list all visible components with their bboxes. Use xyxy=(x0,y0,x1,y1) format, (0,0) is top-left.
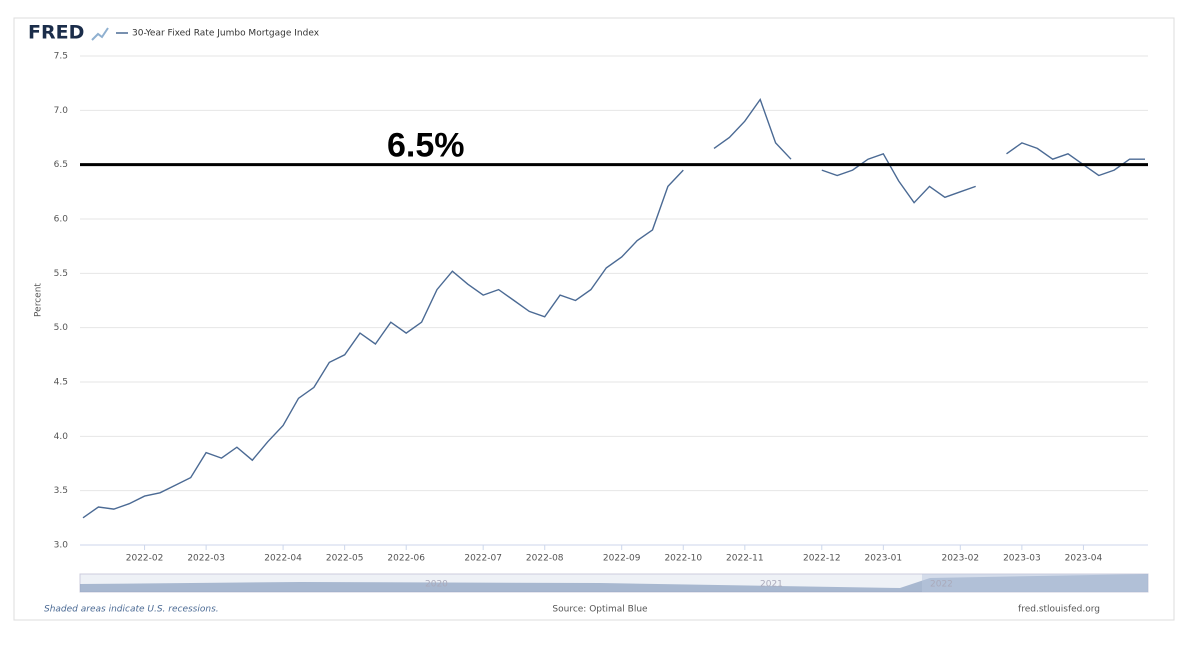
y-tick-label: 7.0 xyxy=(54,106,69,116)
footer-site[interactable]: fred.stlouisfed.org xyxy=(1018,605,1100,615)
brand: FRED xyxy=(28,22,84,44)
x-tick-label: 2023-01 xyxy=(865,554,903,564)
navigator-label: 2021 xyxy=(760,580,783,590)
y-tick-label: 6.0 xyxy=(54,215,69,225)
x-tick-label: 2023-02 xyxy=(941,554,979,564)
navigator-label: 2020 xyxy=(425,580,448,590)
x-tick-label: 2022-02 xyxy=(126,554,164,564)
footer-recessions: Shaded areas indicate U.S. recessions. xyxy=(44,605,219,615)
panel xyxy=(13,17,1175,621)
y-tick-label: 5.5 xyxy=(54,269,68,279)
footer-source: Source: Optimal Blue xyxy=(552,605,648,615)
y-tick-label: 6.5 xyxy=(54,160,68,170)
x-tick-label: 2023-03 xyxy=(1003,554,1041,564)
navigator-area xyxy=(80,574,1148,592)
reference-label: 6.5% xyxy=(387,127,465,165)
y-axis-label: Percent xyxy=(34,283,44,317)
y-tick-label: 5.0 xyxy=(54,323,69,333)
x-tick-label: 2022-10 xyxy=(664,554,702,564)
y-tick-label: 3.5 xyxy=(54,486,68,496)
y-tick-label: 7.5 xyxy=(54,52,68,62)
x-tick-label: 2022-06 xyxy=(387,554,425,564)
series-line xyxy=(82,97,1145,519)
x-tick-label: 2023-04 xyxy=(1065,554,1103,564)
x-tick-label: 2022-07 xyxy=(464,554,502,564)
x-tick-label: 2022-12 xyxy=(803,554,841,564)
navigator-label: 2022 xyxy=(930,580,953,590)
x-tick-label: 2022-05 xyxy=(326,554,364,564)
legend-label: 30-Year Fixed Rate Jumbo Mortgage Index xyxy=(132,29,320,39)
x-tick-label: 2022-11 xyxy=(726,554,764,564)
x-tick-label: 2022-09 xyxy=(603,554,641,564)
y-tick-label: 4.5 xyxy=(54,378,68,388)
y-tick-label: 4.0 xyxy=(54,432,69,442)
x-tick-label: 2022-08 xyxy=(526,554,564,564)
brand-icon xyxy=(91,27,109,41)
x-tick-label: 2022-03 xyxy=(187,554,225,564)
y-tick-label: 3.0 xyxy=(54,541,69,551)
x-tick-label: 2022-04 xyxy=(264,554,302,564)
navigator-window[interactable] xyxy=(922,574,1148,592)
